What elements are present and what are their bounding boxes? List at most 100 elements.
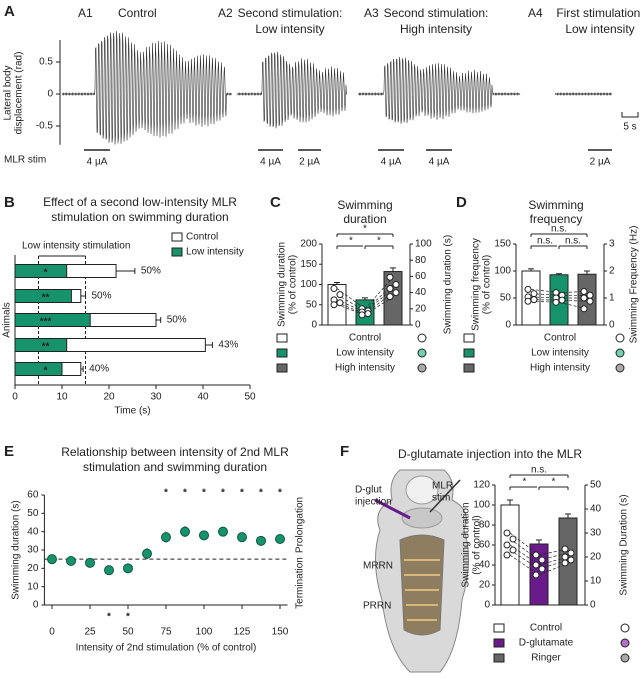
y-tick-label: 80 bbox=[479, 520, 491, 531]
percent-label: 40% bbox=[89, 364, 109, 375]
data-point bbox=[336, 299, 344, 307]
data-point bbox=[364, 310, 372, 318]
data-point bbox=[330, 301, 338, 309]
y2-tick-label: 10 bbox=[590, 576, 602, 587]
legend-dot bbox=[615, 348, 625, 358]
data-point bbox=[524, 297, 532, 305]
y2-tick-label: 1 bbox=[609, 293, 615, 304]
y-tick-label: 60 bbox=[479, 540, 491, 551]
y-tick-label: 200 bbox=[300, 239, 317, 250]
paired-line bbox=[509, 538, 540, 561]
legend-label: Control bbox=[530, 623, 562, 634]
legend-dot bbox=[620, 653, 630, 663]
data-point bbox=[386, 293, 394, 301]
trace bbox=[61, 30, 233, 145]
significance: * bbox=[363, 224, 367, 235]
tectum bbox=[405, 475, 439, 505]
y2-tick-label: 0 bbox=[609, 320, 615, 331]
data-point bbox=[142, 548, 152, 559]
significance: * bbox=[183, 488, 187, 499]
stim-intensity: 4 µA bbox=[87, 157, 108, 168]
x-tick-label: 50 bbox=[244, 392, 256, 403]
panel-title: duration bbox=[343, 212, 386, 226]
legend-swatch bbox=[171, 232, 183, 242]
bracket-label: Low intensity stimulation bbox=[22, 241, 130, 252]
significance: ** bbox=[42, 293, 50, 304]
data-point bbox=[503, 529, 511, 537]
data-point bbox=[256, 535, 266, 546]
trace-id: A2 bbox=[218, 6, 233, 20]
legend-swatch bbox=[276, 348, 288, 358]
y-tick-label: 0 bbox=[311, 320, 317, 331]
significance: * bbox=[523, 477, 527, 488]
panel-title: Relationship between intensity of 2nd ML… bbox=[61, 445, 289, 459]
y2-axis-label: Swimming Duration (s) bbox=[619, 494, 630, 595]
data-point bbox=[561, 545, 569, 553]
legend-label: Low intensity bbox=[531, 348, 589, 359]
significance: * bbox=[221, 488, 225, 499]
data-point bbox=[161, 532, 171, 543]
x-tick-label: 25 bbox=[84, 627, 96, 638]
y-tick-label: 60 bbox=[27, 490, 39, 501]
legend-dot bbox=[615, 333, 625, 343]
paired-line bbox=[509, 549, 540, 570]
stim-intensity: 4 µA bbox=[381, 157, 402, 168]
legend-swatch bbox=[493, 623, 505, 633]
bar bbox=[14, 313, 91, 327]
data-point bbox=[237, 532, 247, 543]
diagram-label: PRRN bbox=[363, 601, 391, 612]
panel-letter: F bbox=[340, 443, 349, 460]
y-tick-label: 40 bbox=[27, 526, 39, 537]
y-axis-label: Swimming duration bbox=[277, 242, 288, 327]
data-point bbox=[567, 556, 575, 564]
significance: * bbox=[349, 236, 353, 247]
data-point bbox=[532, 551, 540, 559]
diagram-label: MRRN bbox=[363, 561, 393, 572]
legend-label: Control bbox=[544, 333, 576, 344]
trace-title: Second stimulation: bbox=[384, 6, 489, 20]
legend-dot bbox=[417, 333, 427, 343]
x-tick-label: 10 bbox=[56, 392, 68, 403]
legend-dot bbox=[417, 348, 427, 358]
paired-line bbox=[364, 276, 394, 310]
significance: * bbox=[202, 488, 206, 499]
diagram-label: injection bbox=[355, 497, 392, 508]
legend-label: Low intensity bbox=[336, 348, 394, 359]
y2-tick-label: 40 bbox=[415, 287, 427, 298]
x-tick-label: 30 bbox=[150, 392, 162, 403]
data-point bbox=[538, 565, 546, 573]
y-tick-label: 30 bbox=[27, 545, 39, 556]
y2-axis-label: Swimming Frequency (Hz) bbox=[629, 226, 640, 344]
data-point bbox=[392, 281, 400, 288]
panel-letter: C bbox=[270, 194, 281, 211]
diagram-label: MLR bbox=[432, 481, 453, 492]
percent-label: 50% bbox=[141, 266, 161, 277]
y-axis-label: (% of control) bbox=[472, 515, 483, 574]
region-label: Prolongation bbox=[295, 497, 306, 553]
significance: n.s. bbox=[537, 236, 553, 247]
pipette bbox=[374, 498, 411, 520]
bar bbox=[14, 264, 68, 278]
data-point bbox=[66, 556, 76, 566]
panel-title: stimulation on swimming duration bbox=[51, 210, 228, 224]
scale-bar bbox=[621, 112, 639, 118]
significance: * bbox=[164, 488, 168, 499]
data-point bbox=[47, 554, 57, 565]
panel-title: stimulation and swimming duration bbox=[83, 460, 267, 474]
electrode bbox=[429, 479, 461, 513]
data-point bbox=[530, 290, 538, 298]
significance: * bbox=[259, 488, 263, 499]
significance: n.s. bbox=[565, 236, 581, 247]
y-axis-label: Swimming duration (s) bbox=[11, 500, 22, 599]
midbrain bbox=[401, 507, 443, 529]
legend-dot bbox=[417, 363, 427, 373]
bar bbox=[14, 338, 68, 352]
scale-bar-label: 5 s bbox=[623, 122, 636, 133]
trace-title: Second stimulation: bbox=[238, 6, 343, 20]
percent-label: 50% bbox=[167, 315, 187, 326]
data-point bbox=[558, 296, 566, 304]
y-axis-label: Animals bbox=[2, 302, 13, 338]
y-axis-label: Swimming duration bbox=[461, 502, 472, 587]
significance: n.s. bbox=[551, 224, 567, 235]
y2-tick-label: 100 bbox=[415, 239, 432, 250]
